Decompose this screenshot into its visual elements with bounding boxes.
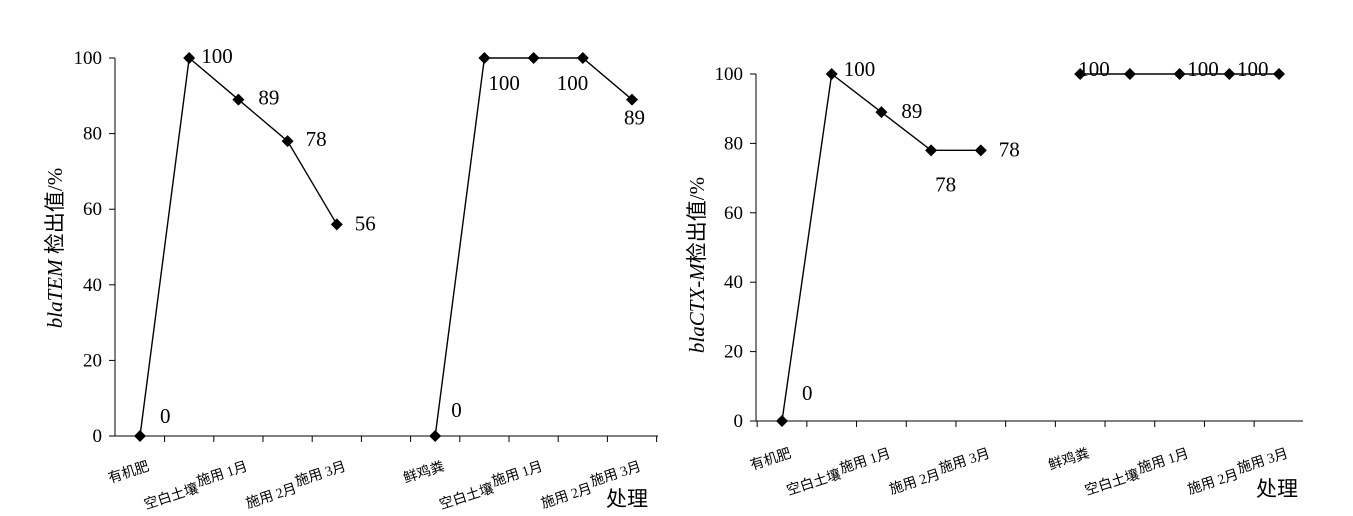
data-point-marker [576, 52, 589, 64]
series-2: 100 100 100 [1074, 57, 1285, 81]
y-axis-title: blaTEM 检出值/% [43, 168, 67, 328]
data-label: 78 [306, 127, 327, 151]
data-label: 89 [901, 99, 922, 123]
data-point-marker [527, 52, 540, 64]
data-label: 89 [624, 106, 645, 130]
x-tick-label: 施用 1月 [1136, 446, 1191, 477]
y-tick-label: 0 [93, 426, 103, 447]
data-label: 100 [844, 57, 876, 81]
data-point-marker [626, 93, 638, 106]
data-point-marker [1173, 68, 1186, 80]
series-1: 0 100 89 78 78 [776, 57, 1020, 427]
data-point-marker [974, 144, 987, 157]
series-line [781, 72, 981, 422]
y-tick-label: 100 [74, 48, 103, 69]
y-tick-label: 60 [724, 203, 743, 224]
x-tick-label: 施用 3月 [588, 459, 643, 490]
data-label: 0 [451, 398, 462, 422]
y-tick-label: 20 [83, 350, 102, 371]
data-label: 78 [935, 172, 956, 196]
data-label: 100 [1078, 57, 1110, 81]
y-tick-label: 80 [83, 124, 102, 145]
data-label: 0 [802, 381, 813, 405]
data-label: 78 [999, 137, 1020, 161]
data-label: 100 [1187, 57, 1219, 81]
y-tick-label: 40 [83, 275, 102, 296]
y-tick-label: 100 [715, 64, 744, 85]
x-tick-label: 空白土壤 [784, 466, 843, 499]
data-point-marker [281, 135, 294, 148]
data-point-marker [478, 52, 491, 64]
x-tick-label: 施用 3月 [1235, 446, 1290, 477]
x-tick-label: 空白土壤 [437, 480, 496, 511]
x-tick-label: 有机肥 [748, 446, 793, 474]
x-tick-label: 施用 3月 [293, 459, 348, 490]
y-axis-title-unit: 检出值/% [685, 177, 709, 263]
data-point-marker [232, 93, 245, 106]
data-point-marker [1223, 68, 1236, 80]
y-tick-label: 60 [83, 199, 102, 220]
data-label: 0 [160, 404, 171, 428]
x-tick-label: 施用 1月 [838, 446, 893, 477]
data-label: 100 [488, 71, 520, 95]
data-point-marker [429, 430, 442, 442]
data-point-marker [183, 52, 196, 64]
y-axis-title-gene: blaTEM [43, 258, 67, 328]
series-2: 0 100 100 89 [429, 52, 645, 442]
x-tick-label: 空白土壤 [1083, 466, 1142, 499]
data-point-marker [1074, 68, 1087, 80]
data-point-marker [925, 144, 938, 157]
data-point-marker [875, 106, 888, 119]
data-point-marker [1123, 68, 1136, 80]
x-tick-label: 施用 2月 [1186, 467, 1241, 498]
series-1: 0 100 89 78 56 [134, 44, 376, 442]
data-label: 100 [201, 44, 233, 68]
y-tick-label: 0 [734, 411, 744, 432]
x-tick-label: 鲜鸡粪 [401, 458, 446, 487]
data-label: 89 [258, 86, 279, 110]
data-label: 56 [355, 211, 376, 235]
data-point-marker [1273, 68, 1285, 80]
data-point-marker [825, 68, 838, 80]
x-tick-label: 施用 3月 [937, 446, 992, 477]
series-line [434, 57, 633, 437]
y-axis-title: blaCTX-M检出值/% [685, 177, 709, 353]
series-line [139, 56, 338, 437]
data-label: 100 [557, 71, 589, 95]
x-tick-label: 鲜鸡粪 [1046, 445, 1091, 474]
x-tick-label: 空白土壤 [142, 480, 201, 511]
x-tick-label: 施用 2月 [539, 481, 594, 511]
x-tick-label: 施用 2月 [244, 481, 299, 511]
data-point-marker [776, 415, 788, 427]
x-tick-label: 施用 1月 [195, 459, 250, 490]
data-label: 100 [1237, 57, 1269, 81]
x-axis-title: 处理 [606, 487, 648, 511]
data-point-marker [330, 218, 343, 231]
y-tick-label: 80 [724, 133, 743, 154]
x-tick-label: 施用 2月 [887, 467, 942, 498]
x-axis-title: 处理 [1256, 477, 1298, 501]
x-tick-label: 施用 1月 [490, 459, 545, 490]
y-tick-label: 20 [724, 342, 743, 363]
y-axis-title-gene: blaCTX-M [685, 262, 709, 353]
y-axis-title-unit: 检出值/% [43, 168, 67, 260]
x-tick-label: 有机肥 [106, 459, 151, 487]
y-tick-label: 40 [724, 272, 743, 293]
data-point-marker [134, 430, 146, 442]
